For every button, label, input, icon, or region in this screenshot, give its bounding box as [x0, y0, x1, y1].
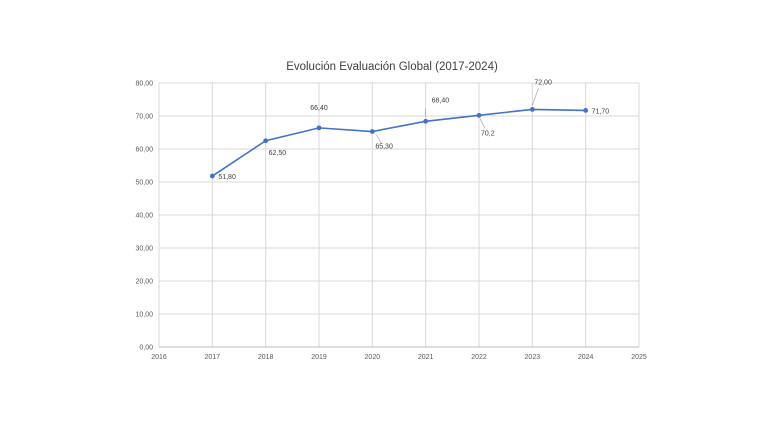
- data-label-leader: [532, 88, 539, 106]
- data-label: 68,40: [432, 97, 450, 104]
- y-tick-label: 60,00: [135, 147, 153, 154]
- x-tick-label: 2022: [471, 354, 487, 361]
- data-label: 65,30: [375, 144, 393, 151]
- data-point: [263, 138, 269, 144]
- data-label: 70,2: [481, 130, 495, 137]
- y-tick-label: 0,00: [139, 345, 153, 352]
- chart-title: Evolución Evaluación Global (2017-2024): [286, 61, 498, 73]
- x-tick-label: 2024: [578, 354, 594, 361]
- data-point: [529, 107, 535, 112]
- y-tick-label: 20,00: [135, 279, 153, 286]
- series-line: [211, 108, 586, 177]
- y-tick-label: 50,00: [135, 180, 153, 187]
- data-label-leader: [376, 134, 382, 144]
- data-point: [369, 129, 375, 134]
- x-tick-label: 2018: [258, 354, 274, 361]
- y-tick-label: 70,00: [135, 114, 153, 121]
- x-tick-label: 2016: [151, 354, 167, 361]
- data-label: 62,50: [269, 150, 287, 157]
- data-point: [209, 173, 215, 179]
- data-label-leader: [479, 118, 486, 129]
- y-tick-label: 30,00: [135, 246, 153, 253]
- data-point: [476, 112, 482, 118]
- x-tick-label: 2025: [631, 354, 647, 361]
- data-point: [316, 125, 322, 131]
- data-label: 66,40: [310, 105, 328, 112]
- x-tick-label: 2023: [525, 354, 541, 361]
- data-label: 71,70: [592, 108, 610, 115]
- x-tick-label: 2021: [418, 354, 434, 361]
- x-tick-label: 2020: [365, 354, 381, 361]
- data-label: 51,80: [218, 174, 236, 181]
- data-point: [583, 107, 589, 113]
- x-tick-label: 2017: [205, 354, 221, 361]
- y-tick-label: 10,00: [135, 312, 153, 319]
- y-tick-label: 40,00: [135, 213, 153, 220]
- x-tick-label: 2019: [311, 354, 327, 361]
- y-tick-label: 80,00: [135, 81, 153, 88]
- data-label: 72,00: [534, 79, 552, 86]
- data-point: [423, 118, 429, 124]
